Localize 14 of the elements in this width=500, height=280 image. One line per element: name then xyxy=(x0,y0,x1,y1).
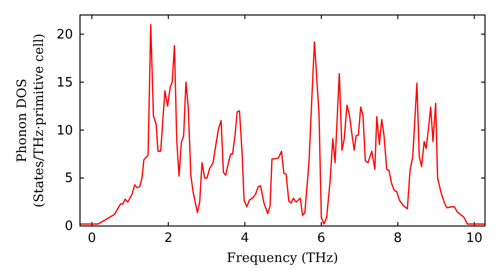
x-tick-label: 8 xyxy=(394,231,402,246)
x-tick-label: 0 xyxy=(88,231,96,246)
y-tick-label: 10 xyxy=(56,123,73,138)
y-tick-label: 0 xyxy=(64,219,73,234)
x-tick-label: 4 xyxy=(240,231,249,246)
y-axis-title: Phonon DOS (States/THz·primitive cell) xyxy=(15,33,47,208)
x-axis-title: Frequency (THz) xyxy=(226,251,338,266)
y-tick-label: 20 xyxy=(56,27,73,42)
y-tick-label: 15 xyxy=(56,75,73,90)
x-tick-label: 2 xyxy=(164,231,172,246)
x-tick-label: 10 xyxy=(466,231,483,246)
line-series xyxy=(79,24,486,225)
x-tick-label: 6 xyxy=(317,231,326,246)
y-tick-label: 5 xyxy=(64,171,73,186)
